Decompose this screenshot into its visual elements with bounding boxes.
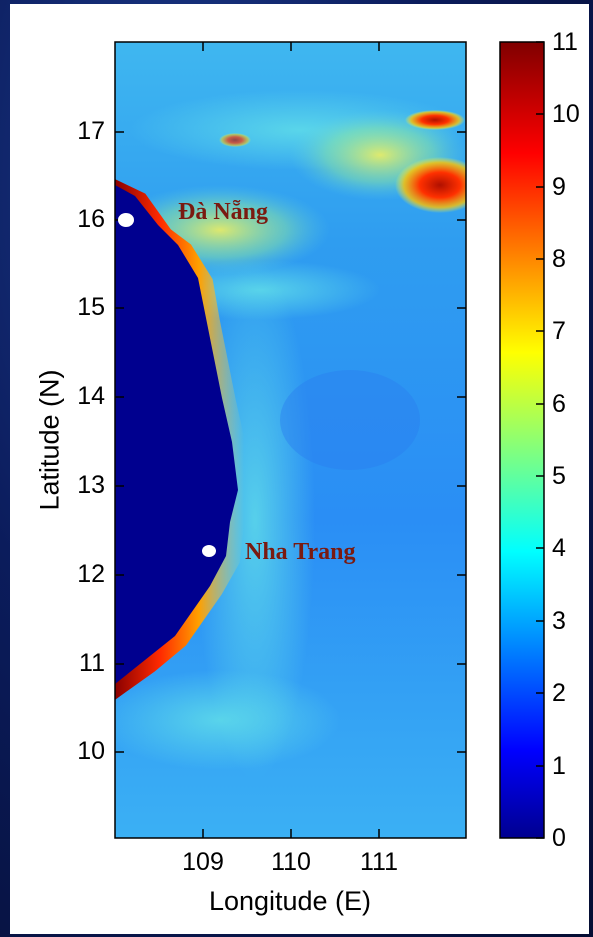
colorbar-tick-label: 11 (552, 28, 578, 56)
colorbar-tick-label: 8 (552, 245, 566, 273)
land-vietnam (115, 185, 238, 684)
coastal-fringe (115, 179, 253, 700)
y-tick-label: 10 (77, 737, 105, 765)
colorbar (499, 41, 545, 839)
hotspot-north (405, 110, 465, 130)
colorbar-ticks (536, 41, 544, 839)
south-plume (115, 670, 340, 770)
colorbar-tick-label: 10 (552, 100, 580, 128)
y-tick-label: 14 (77, 382, 105, 410)
y-tick-label: 17 (77, 117, 105, 145)
x-tick-label: 109 (182, 848, 224, 876)
colorbar-tick-label: 9 (552, 173, 566, 201)
hotspot-small (219, 133, 251, 147)
map-plot-area (115, 42, 466, 838)
colorbar-tick-label: 0 (552, 824, 566, 852)
x-tick-label: 110 (271, 848, 311, 876)
y-axis-label: Latitude (N) (34, 369, 65, 511)
colorbar-tick-label: 2 (552, 679, 566, 707)
x-axis-ticks (202, 42, 380, 838)
x-axis-label: Longitude (E) (208, 886, 372, 916)
x-tick-label: 111 (359, 848, 398, 876)
city-label-nha-trang: Nha Trang (245, 539, 356, 565)
colorbar-tick-label: 3 (552, 607, 566, 635)
city-label-da-nang: Đà Nẵng (178, 199, 269, 225)
hotspot-east (395, 157, 466, 213)
colorbar-tick-label: 7 (552, 317, 566, 345)
colorbar-tick-label: 6 (552, 390, 566, 418)
offshore-low (280, 370, 420, 470)
y-tick-label: 13 (77, 471, 105, 499)
colorbar-tick-label: 4 (552, 534, 566, 562)
y-tick-label: 16 (77, 205, 105, 233)
marker-da-nang (118, 213, 134, 227)
colorbar-tick-label: 1 (552, 752, 566, 780)
y-tick-label: 12 (77, 560, 105, 588)
marker-nha-trang (202, 545, 216, 557)
y-tick-label: 15 (77, 293, 105, 321)
y-tick-label: 11 (79, 649, 105, 677)
colorbar-tick-label: 5 (552, 462, 566, 490)
